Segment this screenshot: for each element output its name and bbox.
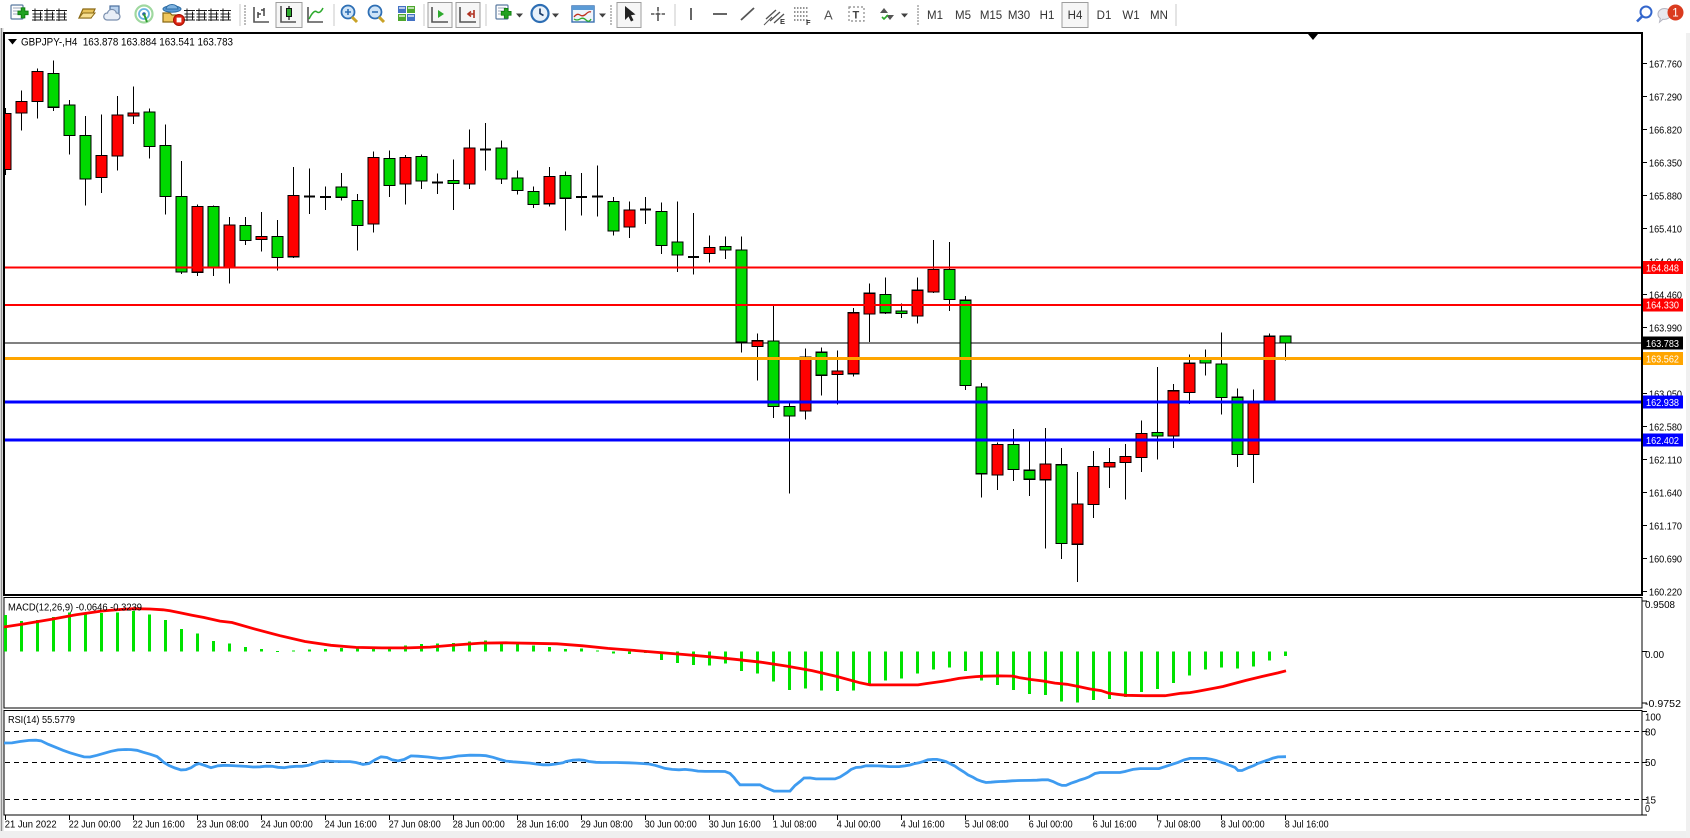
svg-text:160.220: 160.220 xyxy=(1649,586,1682,598)
svg-text:165.880: 165.880 xyxy=(1649,190,1682,202)
svg-text:28 Jun 00:00: 28 Jun 00:00 xyxy=(453,819,505,831)
svg-text:163.783: 163.783 xyxy=(1646,338,1679,350)
svg-text:0.00: 0.00 xyxy=(1645,649,1664,661)
svg-text:24 Jun 00:00: 24 Jun 00:00 xyxy=(261,819,313,831)
svg-text:22 Jun 16:00: 22 Jun 16:00 xyxy=(133,819,185,831)
svg-text:8 Jul 16:00: 8 Jul 16:00 xyxy=(1285,819,1329,831)
svg-text:5 Jul 08:00: 5 Jul 08:00 xyxy=(965,819,1009,831)
svg-text:30 Jun 00:00: 30 Jun 00:00 xyxy=(645,819,697,831)
svg-text:0.9508: 0.9508 xyxy=(1645,599,1675,611)
svg-text:162.580: 162.580 xyxy=(1649,421,1682,433)
svg-text:M15: M15 xyxy=(980,10,1002,22)
svg-text:1 Jul 08:00: 1 Jul 08:00 xyxy=(773,819,817,831)
svg-text:162.110: 162.110 xyxy=(1649,454,1682,466)
svg-text:M1: M1 xyxy=(927,10,943,22)
svg-text:RSI(14) 55.5779: RSI(14) 55.5779 xyxy=(8,715,75,726)
svg-text:M30: M30 xyxy=(1008,10,1030,22)
svg-text:167.290: 167.290 xyxy=(1649,91,1682,103)
svg-text:8 Jul 00:00: 8 Jul 00:00 xyxy=(1221,819,1265,831)
svg-text:165.410: 165.410 xyxy=(1649,223,1682,235)
svg-text:28 Jun 16:00: 28 Jun 16:00 xyxy=(517,819,569,831)
svg-text:164.330: 164.330 xyxy=(1646,300,1679,312)
svg-text:30 Jun 16:00: 30 Jun 16:00 xyxy=(709,819,761,831)
svg-text:M5: M5 xyxy=(955,10,971,22)
svg-text:4 Jul 00:00: 4 Jul 00:00 xyxy=(837,819,881,831)
svg-text:MACD(12,26,9) -0.0646 -0.3239: MACD(12,26,9) -0.0646 -0.3239 xyxy=(8,603,142,614)
svg-text:24 Jun 16:00: 24 Jun 16:00 xyxy=(325,819,377,831)
svg-text:H1: H1 xyxy=(1040,10,1055,22)
svg-text:167.760: 167.760 xyxy=(1649,58,1682,70)
svg-text:164.848: 164.848 xyxy=(1646,262,1679,274)
svg-text:H4: H4 xyxy=(1068,10,1083,22)
svg-text:80: 80 xyxy=(1645,726,1656,738)
svg-text:F: F xyxy=(806,18,811,27)
svg-text:-0.9752: -0.9752 xyxy=(1645,698,1681,710)
svg-text:MN: MN xyxy=(1150,10,1168,22)
svg-text:50: 50 xyxy=(1645,757,1656,769)
svg-text:162.402: 162.402 xyxy=(1646,435,1679,447)
svg-text:100: 100 xyxy=(1645,712,1661,724)
svg-text:21 Jun 2022: 21 Jun 2022 xyxy=(5,819,57,831)
svg-text:1: 1 xyxy=(1672,8,1678,20)
svg-text:162.938: 162.938 xyxy=(1646,397,1679,409)
svg-text:166.820: 166.820 xyxy=(1649,124,1682,136)
svg-text:GBPJPY-,H4 163.878 163.884 16: GBPJPY-,H4 163.878 163.884 163.541 163.7… xyxy=(21,37,233,49)
svg-text:D1: D1 xyxy=(1097,10,1112,22)
svg-text:E: E xyxy=(780,17,785,26)
svg-text:161.640: 161.640 xyxy=(1649,487,1682,499)
svg-text:166.350: 166.350 xyxy=(1649,157,1682,169)
svg-text:160.690: 160.690 xyxy=(1649,553,1682,565)
svg-text:163.562: 163.562 xyxy=(1646,353,1679,365)
svg-text:22 Jun 00:00: 22 Jun 00:00 xyxy=(69,819,121,831)
svg-text:T: T xyxy=(853,10,860,22)
svg-text:A: A xyxy=(824,8,833,23)
svg-text:7 Jul 08:00: 7 Jul 08:00 xyxy=(1157,819,1201,831)
svg-text:23 Jun 08:00: 23 Jun 08:00 xyxy=(197,819,249,831)
svg-text:4 Jul 16:00: 4 Jul 16:00 xyxy=(901,819,945,831)
svg-text:6 Jul 16:00: 6 Jul 16:00 xyxy=(1093,819,1137,831)
svg-text:6 Jul 00:00: 6 Jul 00:00 xyxy=(1029,819,1073,831)
svg-text:161.170: 161.170 xyxy=(1649,520,1682,532)
svg-text:W1: W1 xyxy=(1122,10,1139,22)
svg-text:0: 0 xyxy=(1645,803,1650,815)
svg-text:27 Jun 08:00: 27 Jun 08:00 xyxy=(389,819,441,831)
svg-text:29 Jun 08:00: 29 Jun 08:00 xyxy=(581,819,633,831)
svg-text:15: 15 xyxy=(1645,794,1656,806)
svg-text:163.990: 163.990 xyxy=(1649,322,1682,334)
